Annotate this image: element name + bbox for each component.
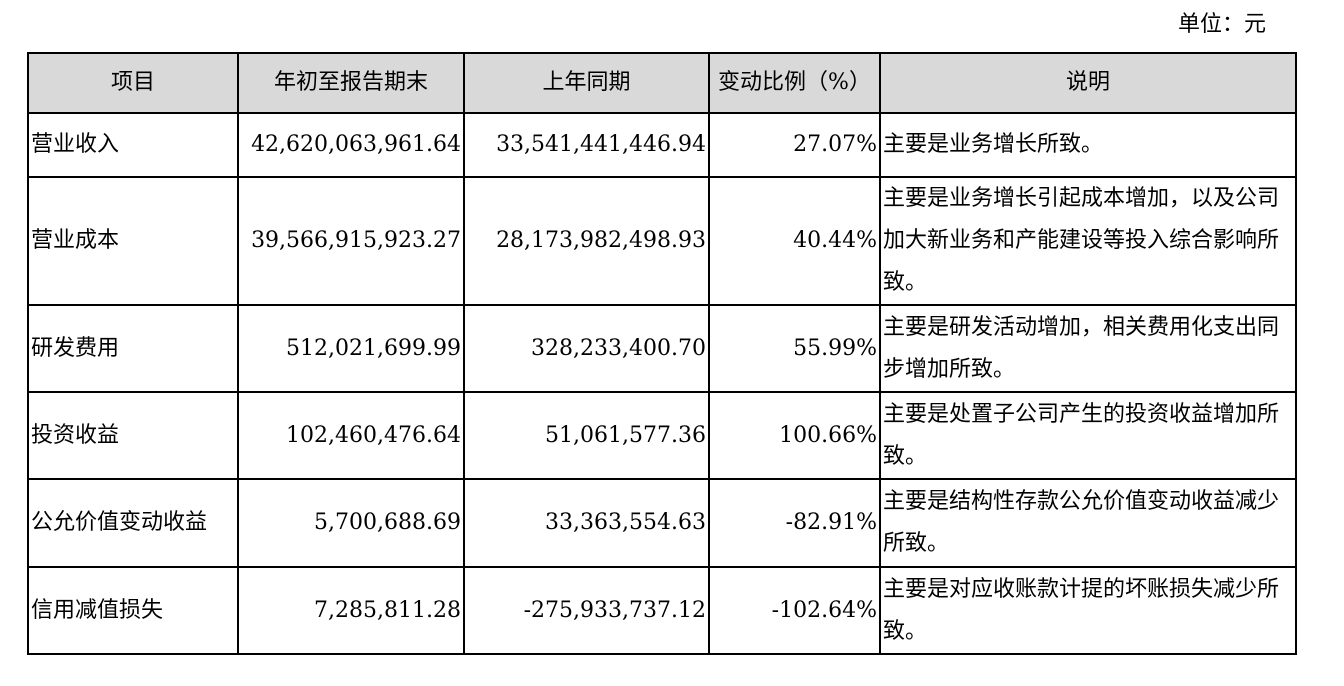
header-change-ratio: 变动比例（%） [708, 52, 881, 114]
cell-current: 42,620,063,961.64 [237, 112, 465, 178]
cell-item: 营业成本 [27, 176, 239, 306]
table-header-row: 项目 年初至报告期末 上年同期 变动比例（%） 说明 [27, 52, 1297, 114]
cell-note: 主要是业务增长引起成本增加，以及公司加大新业务和产能建设等投入综合影响所致。 [879, 176, 1297, 306]
cell-previous: 33,541,441,446.94 [463, 112, 710, 178]
table-row: 营业收入 42,620,063,961.64 33,541,441,446.94… [27, 112, 1297, 178]
table-row: 信用减值损失 7,285,811.28 -275,933,737.12 -102… [27, 566, 1297, 655]
cell-current: 7,285,811.28 [237, 566, 465, 655]
cell-item: 信用减值损失 [27, 566, 239, 655]
cell-current: 39,566,915,923.27 [237, 176, 465, 306]
cell-item: 研发费用 [27, 304, 239, 393]
cell-change: 27.07% [708, 112, 881, 178]
cell-item: 投资收益 [27, 391, 239, 480]
cell-previous: 51,061,577.36 [463, 391, 710, 480]
cell-previous: -275,933,737.12 [463, 566, 710, 655]
cell-previous: 28,173,982,498.93 [463, 176, 710, 306]
cell-current: 512,021,699.99 [237, 304, 465, 393]
cell-previous: 328,233,400.70 [463, 304, 710, 393]
header-current-period: 年初至报告期末 [237, 52, 465, 114]
header-previous-period: 上年同期 [463, 52, 710, 114]
cell-note: 主要是业务增长所致。 [879, 112, 1297, 178]
header-item: 项目 [27, 52, 239, 114]
cell-note: 主要是对应收账款计提的坏账损失减少所致。 [879, 566, 1297, 655]
cell-previous: 33,363,554.63 [463, 478, 710, 568]
header-explanation: 说明 [879, 52, 1297, 114]
table-row: 营业成本 39,566,915,923.27 28,173,982,498.93… [27, 176, 1297, 306]
cell-change: -102.64% [708, 566, 881, 655]
cell-change: 55.99% [708, 304, 881, 393]
cell-note: 主要是研发活动增加，相关费用化支出同步增加所致。 [879, 304, 1297, 393]
cell-note: 主要是处置子公司产生的投资收益增加所致。 [879, 391, 1297, 480]
unit-label: 单位：元 [1177, 12, 1266, 37]
cell-change: 40.44% [708, 176, 881, 306]
cell-current: 102,460,476.64 [237, 391, 465, 480]
cell-note: 主要是结构性存款公允价值变动收益减少所致。 [879, 478, 1297, 568]
cell-item: 公允价值变动收益 [27, 478, 239, 568]
table-row: 研发费用 512,021,699.99 328,233,400.70 55.99… [27, 304, 1297, 393]
cell-current: 5,700,688.69 [237, 478, 465, 568]
table-row: 公允价值变动收益 5,700,688.69 33,363,554.63 -82.… [27, 478, 1297, 568]
cell-item: 营业收入 [27, 112, 239, 178]
table-row: 投资收益 102,460,476.64 51,061,577.36 100.66… [27, 391, 1297, 480]
financial-change-table: 项目 年初至报告期末 上年同期 变动比例（%） 说明 营业收入 42,620,0… [27, 52, 1297, 655]
cell-change: 100.66% [708, 391, 881, 480]
cell-change: -82.91% [708, 478, 881, 568]
